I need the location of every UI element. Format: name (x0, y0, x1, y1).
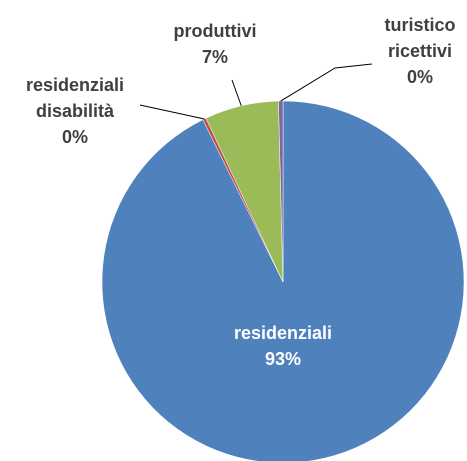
category-label: residenziali disabilità (25, 75, 125, 121)
pie-slice (101, 100, 465, 461)
leader-line (280, 63, 373, 102)
pie-slice (278, 100, 284, 283)
value-label: 7% (201, 47, 228, 67)
category-label: residenziali (233, 323, 333, 343)
category-label: produttivi (173, 21, 257, 41)
value-label: 0% (61, 127, 88, 147)
leader-line (231, 79, 242, 107)
slice-label: residenziali 93% (203, 320, 363, 372)
category-label: turistico ricettivi (384, 15, 456, 61)
slice-label: turistico ricettivi 0% (370, 12, 467, 90)
value-label: 0% (406, 67, 433, 87)
slice-label: produttivi 7% (145, 18, 285, 70)
value-label: 93% (264, 349, 302, 369)
slice-label: residenziali disabilità 0% (0, 72, 150, 150)
leader-line (139, 104, 205, 120)
